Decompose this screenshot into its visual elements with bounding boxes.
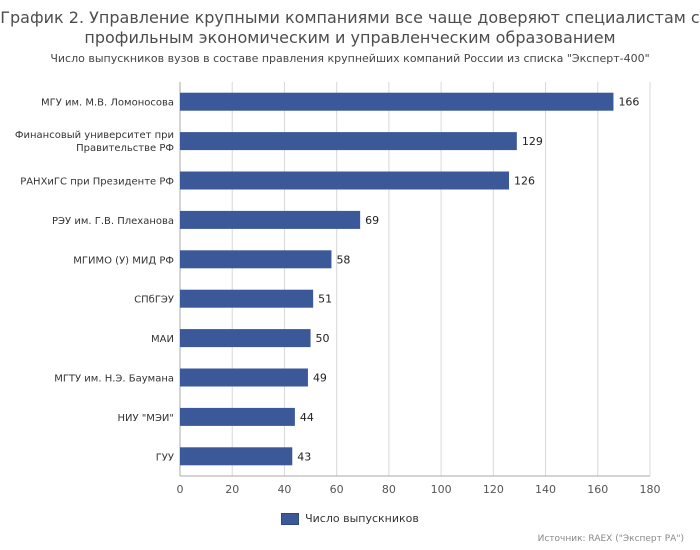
bar xyxy=(180,407,295,426)
x-tick-label: 40 xyxy=(277,483,291,496)
legend: Число выпускников xyxy=(0,512,700,525)
data-label: 50 xyxy=(316,332,330,345)
x-tick-label: 120 xyxy=(483,483,504,496)
data-label: 166 xyxy=(618,96,639,109)
bar xyxy=(180,250,332,269)
x-tick-label: 140 xyxy=(535,483,556,496)
bar-chart: МГУ им. М.В. Ломоносова Финансовый универ… xyxy=(15,82,661,496)
category-label: НИУ "МЭИ" xyxy=(117,413,174,424)
chart-subtitle: Число выпускников вузов в составе правле… xyxy=(50,52,650,65)
legend-label: Число выпускников xyxy=(305,512,419,525)
category-label: СПбГЭУ xyxy=(134,295,174,306)
x-tick-label: 80 xyxy=(382,483,396,496)
value-labels: 166 129 126 69 58 51 50 49 44 43 xyxy=(297,96,639,464)
data-label: 129 xyxy=(522,135,543,148)
bars xyxy=(180,92,614,466)
category-label: МГТУ им. Н.Э. Баумана xyxy=(54,374,174,385)
bar xyxy=(180,92,614,111)
x-tick-label: 180 xyxy=(640,483,661,496)
data-label: 126 xyxy=(514,175,535,188)
x-tick-label: 160 xyxy=(587,483,608,496)
data-label: 49 xyxy=(313,372,327,385)
x-tick-label: 0 xyxy=(177,483,184,496)
x-tick-labels: 0 20 40 60 80 100 120 140 160 180 xyxy=(177,483,661,496)
category-label: ГУУ xyxy=(156,452,174,463)
bar xyxy=(180,368,308,387)
category-label: РАНХиГС при Президенте РФ xyxy=(20,177,174,188)
bar xyxy=(180,289,314,308)
category-label: МГИМО (У) МИД РФ xyxy=(73,255,174,266)
bar xyxy=(180,171,509,190)
x-tick-label: 60 xyxy=(330,483,344,496)
data-label: 58 xyxy=(336,253,350,266)
chart-title: График 2. Управление крупными компаниями… xyxy=(0,8,700,47)
category-label: МАИ xyxy=(151,334,174,345)
data-label: 44 xyxy=(300,411,314,424)
category-label: МГУ им. М.В. Ломоносова xyxy=(41,98,174,109)
data-label: 43 xyxy=(297,450,311,463)
category-label: Финансовый университет при Правительстве … xyxy=(15,130,174,154)
bar xyxy=(180,132,517,151)
legend-swatch xyxy=(281,513,300,525)
data-label: 51 xyxy=(318,293,332,306)
category-label: РЭУ им. Г.В. Плеханова xyxy=(52,216,174,227)
x-tick-label: 20 xyxy=(225,483,239,496)
bar xyxy=(180,210,361,229)
category-labels: МГУ им. М.В. Ломоносова Финансовый универ… xyxy=(15,98,174,464)
x-tick-label: 100 xyxy=(431,483,452,496)
source-note: Источник: RAEX ("Эксперт РА") xyxy=(537,534,684,544)
bar xyxy=(180,447,293,466)
bar xyxy=(180,329,311,348)
data-label: 69 xyxy=(365,214,379,227)
